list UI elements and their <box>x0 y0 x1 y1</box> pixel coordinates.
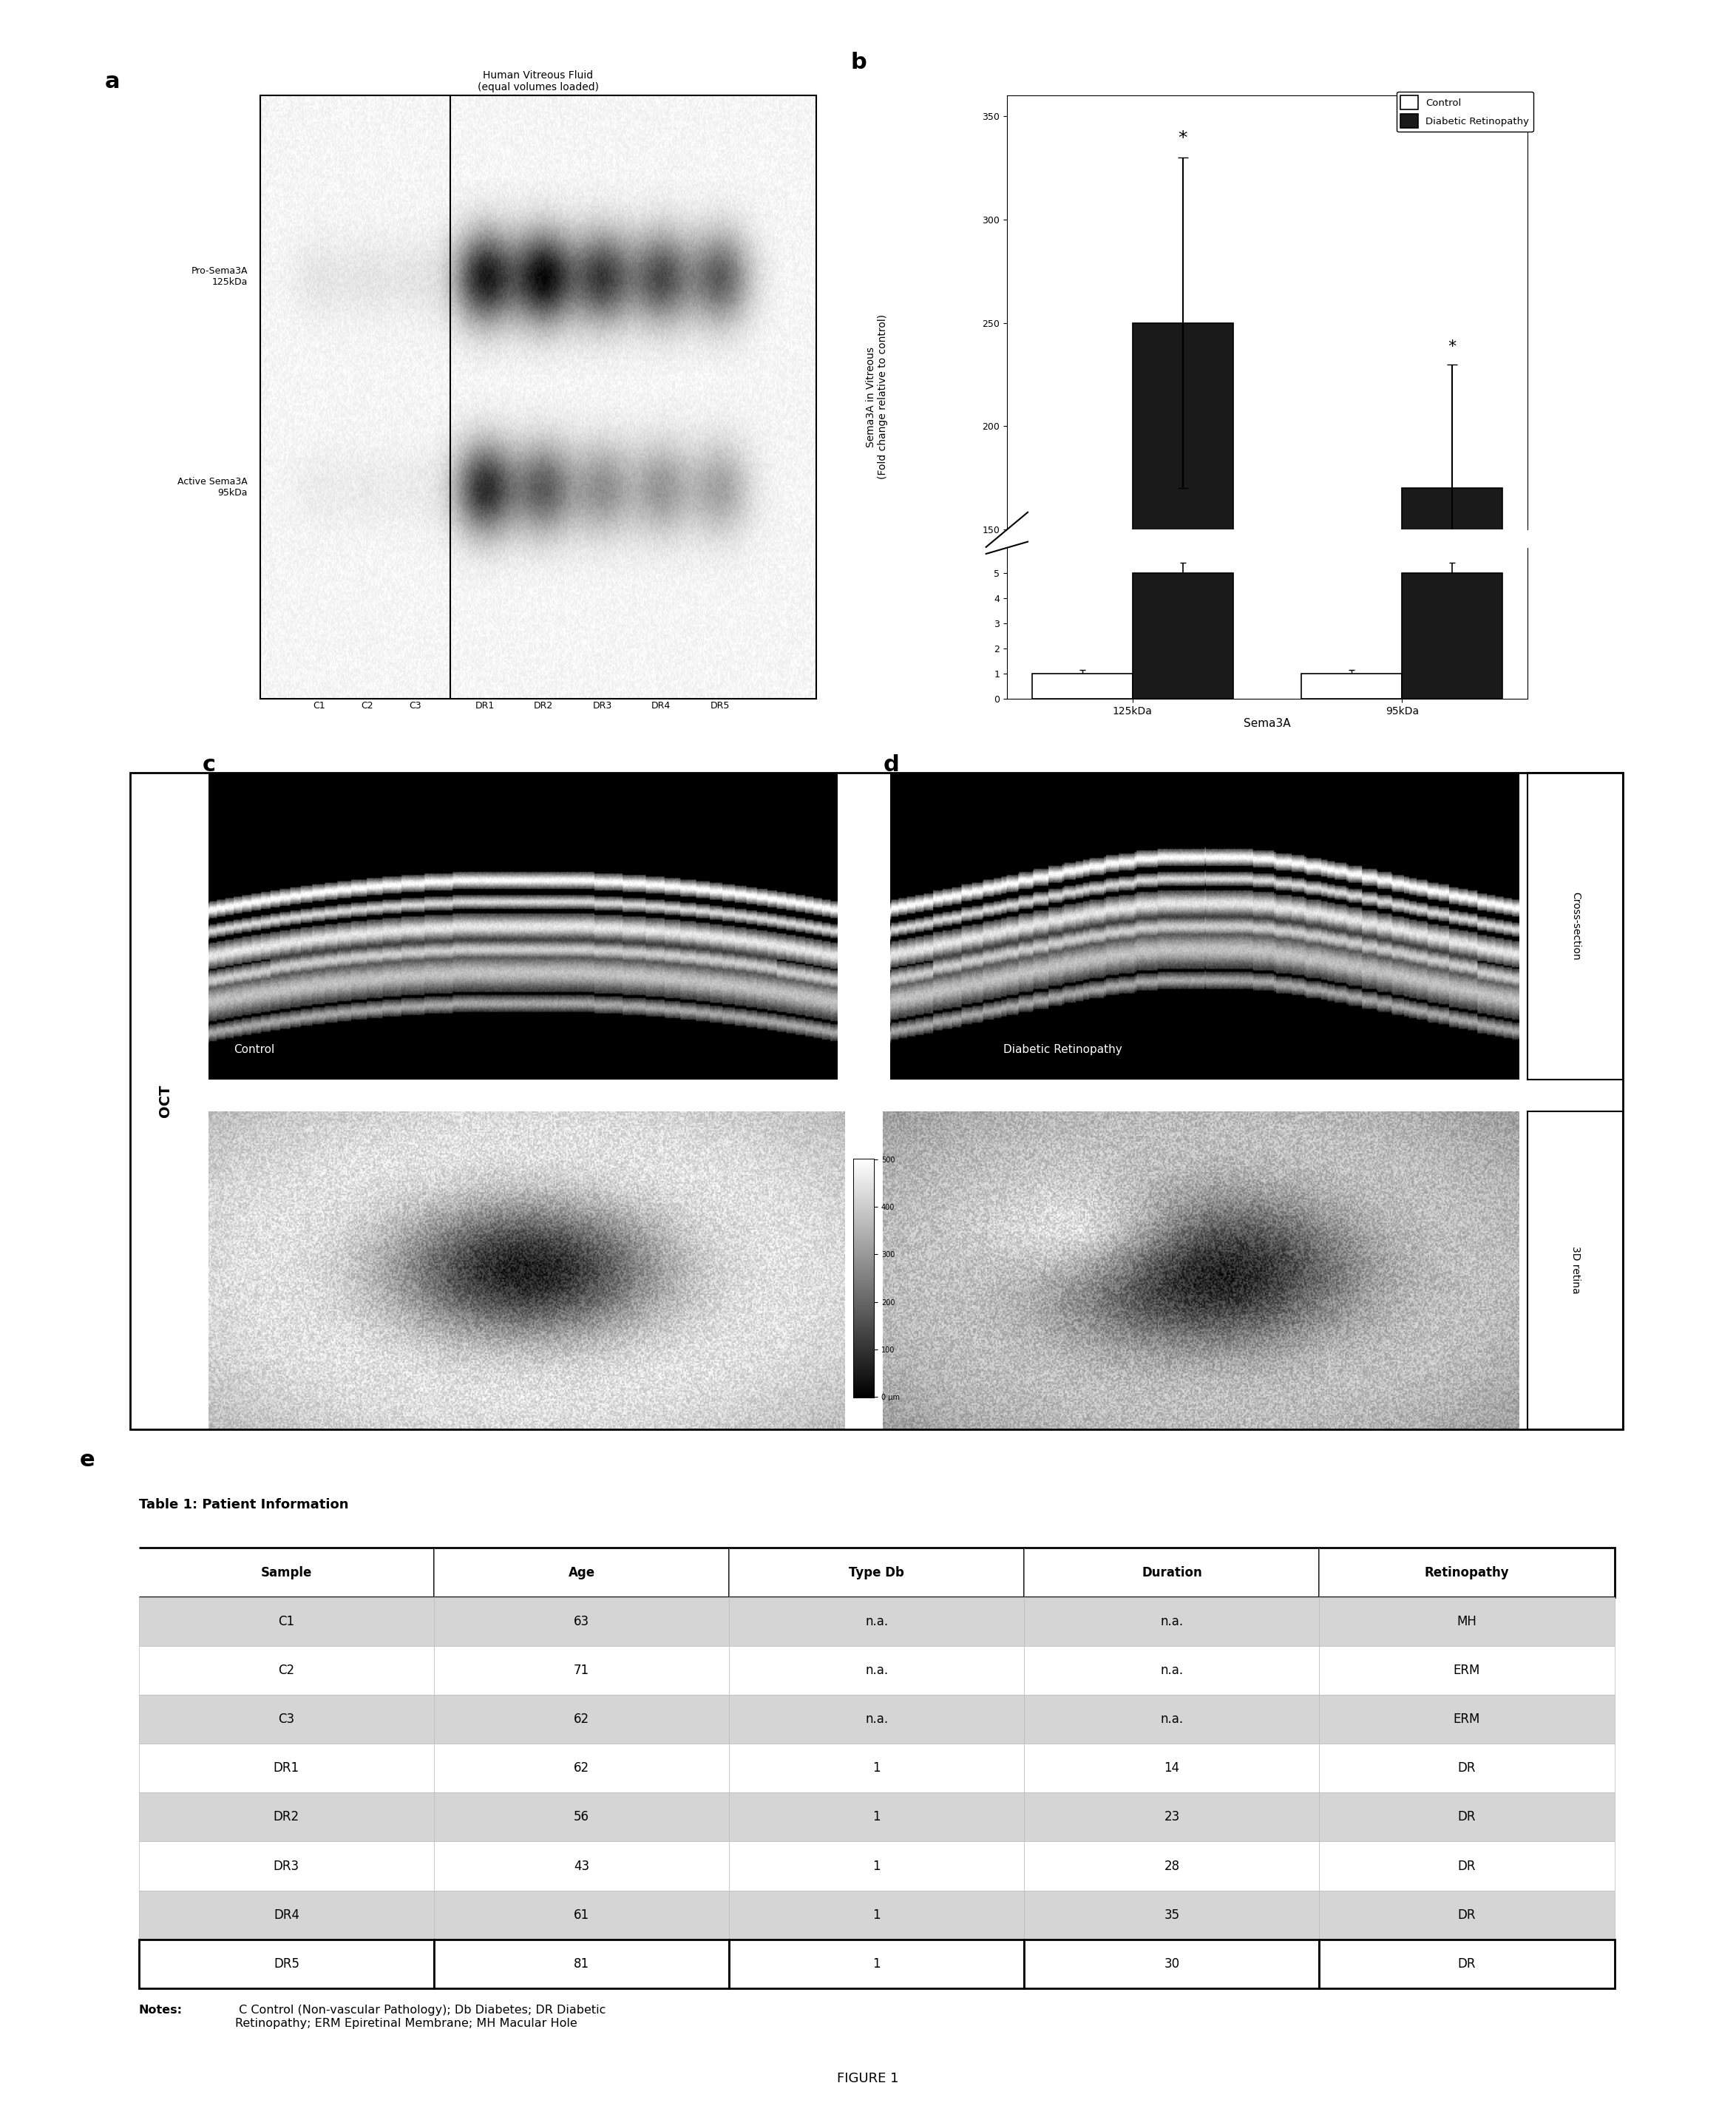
Bar <box>1302 673 1403 699</box>
Text: a: a <box>104 72 120 93</box>
Text: e: e <box>80 1450 95 1471</box>
Bar <box>1132 574 1233 699</box>
Text: Notes:: Notes: <box>139 2005 182 2015</box>
Legend: Control, Diabetic Retinopathy: Control, Diabetic Retinopathy <box>1396 91 1533 131</box>
Bar <box>1132 322 1233 840</box>
Text: Control: Control <box>349 779 385 790</box>
Text: b: b <box>851 51 866 74</box>
Bar <box>1031 673 1132 699</box>
Text: 3D retina: 3D retina <box>1571 1247 1580 1293</box>
Text: d: d <box>884 754 899 775</box>
Text: *: * <box>1448 339 1457 354</box>
Text: *: * <box>1179 129 1187 146</box>
Text: OCT: OCT <box>158 1084 172 1118</box>
Text: Control: Control <box>233 1044 274 1054</box>
X-axis label: Sema3A: Sema3A <box>1243 718 1292 728</box>
Text: C Control (Non-vascular Pathology); Db Diabetes; DR Diabetic
Retinopathy; ERM Ep: C Control (Non-vascular Pathology); Db D… <box>234 2005 606 2028</box>
Text: Diabetic Retinopathy: Diabetic Retinopathy <box>549 779 656 790</box>
Text: c: c <box>201 754 215 775</box>
Text: Pro-Sema3A
125kDa: Pro-Sema3A 125kDa <box>191 267 248 286</box>
Title: Human Vitreous Fluid
(equal volumes loaded): Human Vitreous Fluid (equal volumes load… <box>477 70 599 93</box>
Text: Active Sema3A
95kDa: Active Sema3A 95kDa <box>177 476 248 497</box>
Bar <box>1403 489 1503 840</box>
Text: Sema3A in Vitreous
(Fold change relative to control): Sema3A in Vitreous (Fold change relative… <box>866 315 887 478</box>
Text: Cross-section: Cross-section <box>1571 891 1580 961</box>
Text: FIGURE 1: FIGURE 1 <box>837 2073 899 2085</box>
Text: Table 1: Patient Information: Table 1: Patient Information <box>139 1499 349 1512</box>
Text: Diabetic Retinopathy: Diabetic Retinopathy <box>1003 1044 1121 1054</box>
Bar <box>1403 574 1503 699</box>
